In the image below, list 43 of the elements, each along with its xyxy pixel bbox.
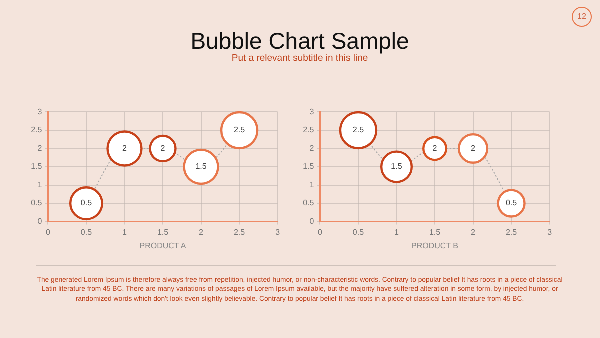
- x-tick-label: 1: [122, 228, 128, 237]
- data-label: 1.5: [391, 162, 403, 172]
- y-tick-label: 3: [310, 107, 315, 116]
- x-tick-label: 2: [199, 228, 204, 237]
- data-label: 2: [160, 144, 166, 153]
- data-label: 2: [471, 144, 476, 153]
- x-tick-label: 0.5: [352, 228, 365, 237]
- data-label: 2.5: [352, 126, 365, 135]
- chart-title: Bubble Chart Sample: [190, 28, 410, 54]
- data-label: 2.5: [234, 126, 246, 135]
- text: 12: [572, 7, 592, 27]
- y-tick-label: 0: [38, 217, 43, 226]
- data-label: 0.5: [506, 198, 518, 208]
- x-tick-label: 1.5: [429, 228, 442, 237]
- x-tick-label: 3: [548, 228, 553, 237]
- text: Put a relevant subtitle in this line: [230, 53, 368, 64]
- data-label: 1.5: [196, 162, 208, 172]
- x-tick-label: 2.5: [506, 228, 518, 237]
- data-label: 2: [122, 144, 128, 153]
- x-tick-label: 0: [318, 228, 323, 237]
- y-tick-label: 1: [38, 180, 43, 190]
- y-tick-label: 1: [310, 180, 315, 190]
- y-tick-label: 0.5: [31, 198, 43, 208]
- x-axis-title: PRODUCT B: [412, 241, 458, 250]
- x-tick-label: 0: [46, 228, 51, 237]
- y-tick-label: 1.5: [31, 162, 43, 172]
- data-label: 0.5: [80, 198, 93, 208]
- x-tick-label: 1.5: [157, 228, 170, 237]
- x-tick-label: 2: [471, 228, 476, 237]
- x-tick-label: 3: [276, 228, 281, 237]
- data-label: 2: [432, 144, 438, 153]
- y-tick-label: 2: [38, 144, 43, 153]
- y-tick-label: 2: [310, 144, 315, 153]
- y-tick-label: 3: [38, 107, 43, 116]
- x-axis-title: PRODUCT A: [140, 241, 187, 250]
- y-tick-label: 1.5: [303, 162, 315, 172]
- y-tick-label: 0.5: [303, 198, 315, 208]
- x-tick-label: 0.5: [80, 228, 93, 237]
- y-tick-label: 0: [310, 217, 315, 226]
- x-tick-label: 2.5: [234, 228, 246, 237]
- y-tick-label: 2.5: [31, 126, 43, 135]
- y-tick-label: 2.5: [303, 126, 315, 135]
- x-tick-label: 1: [394, 228, 400, 237]
